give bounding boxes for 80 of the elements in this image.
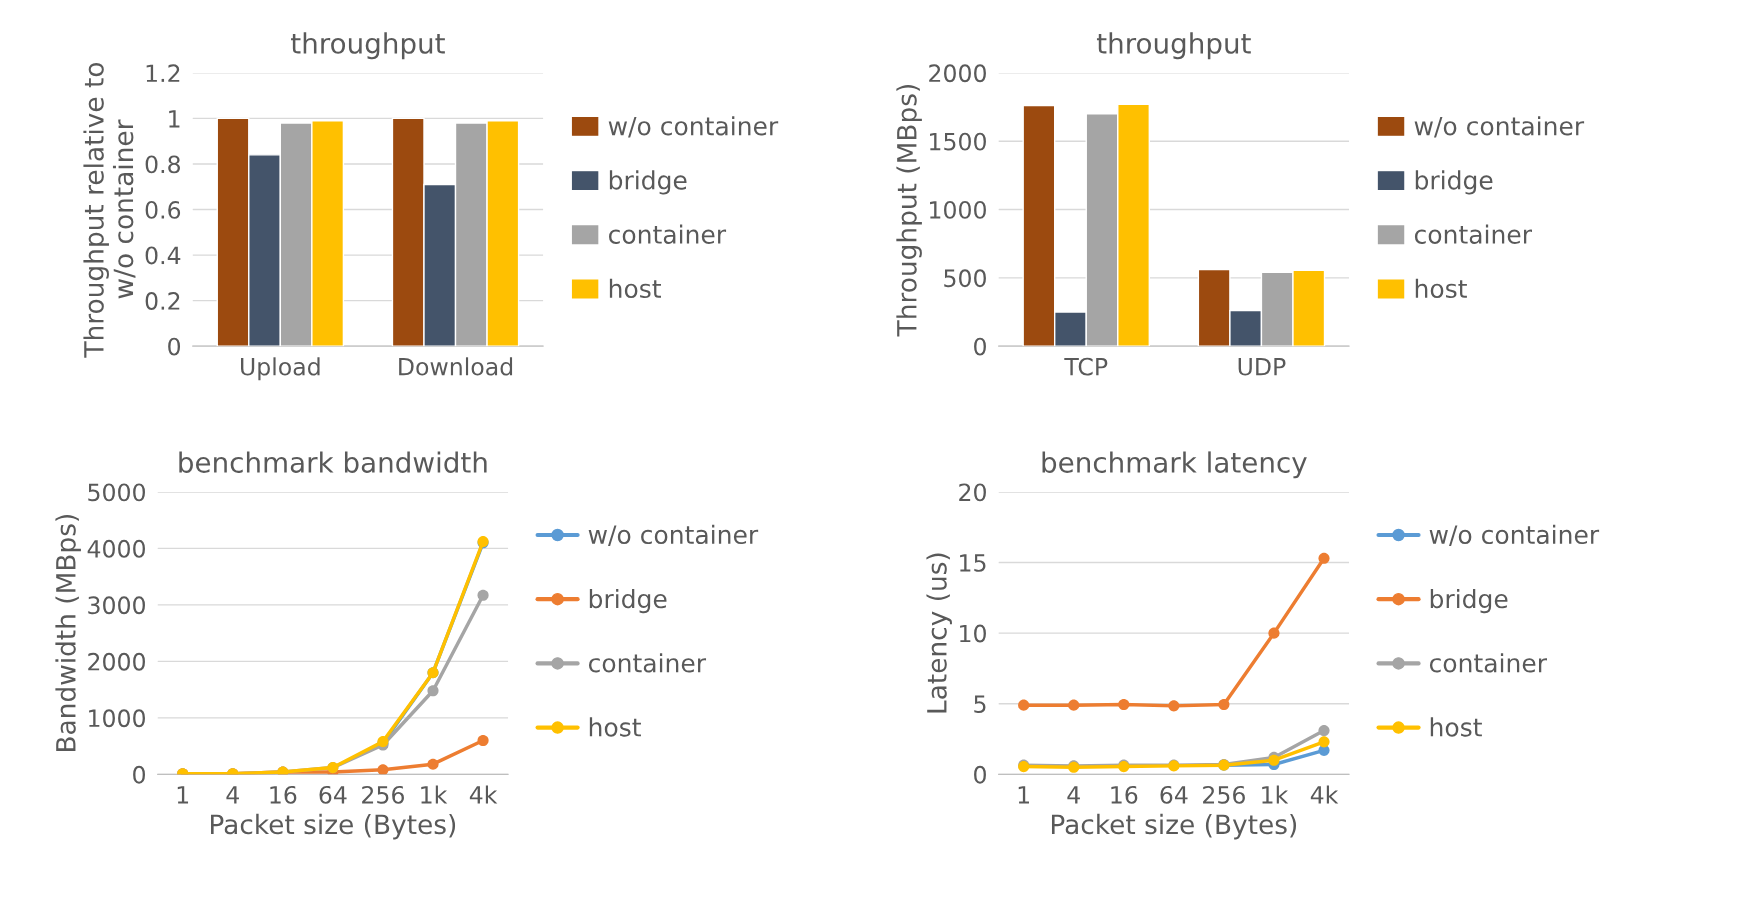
point [1168, 700, 1180, 712]
chart-title: throughput [1096, 32, 1251, 60]
y-tick-label: 1000 [930, 200, 986, 219]
x-tick-label: Download [399, 357, 513, 376]
y-axis-title: Throughput (MBps) [896, 84, 922, 337]
point [427, 758, 439, 770]
y-tick-label: 20 [959, 483, 986, 502]
x-tick-label: 256 [1203, 785, 1245, 804]
legend-label: container [1414, 224, 1532, 244]
x-tick-label: 256 [362, 785, 404, 804]
y-tick-label: 5 [974, 695, 986, 714]
chart-title: throughput [291, 32, 445, 60]
x-tick-label: 64 [1160, 785, 1188, 804]
point [1218, 698, 1230, 711]
legend-label: container [588, 653, 707, 673]
point [1318, 725, 1330, 737]
point [377, 764, 389, 775]
point [1318, 552, 1330, 564]
x-tick-label: 1k [1262, 785, 1289, 804]
point [477, 734, 489, 747]
x-tick-label: 64 [319, 785, 347, 804]
legend-label: host [1415, 278, 1467, 299]
y-tick-label: 5000 [88, 483, 145, 502]
legend-label: w/o container [608, 116, 779, 138]
y-tick-label: 15 [960, 554, 986, 572]
legend-label: bridge [1415, 170, 1493, 195]
point [1068, 699, 1080, 711]
point [1268, 627, 1280, 639]
y-tick-label: 0.8 [145, 155, 180, 174]
y-axis-title: Bandwidth (MBps) [55, 514, 81, 751]
chart-title: benchmark latency [1042, 451, 1307, 479]
point [1018, 699, 1030, 711]
y-tick-label: 0.6 [145, 200, 181, 219]
y-tick-label: 0.4 [145, 246, 181, 265]
y-tick-label: 1 [169, 110, 180, 128]
legend-label: bridge [589, 588, 667, 614]
x-tick-label: UDP [1238, 358, 1286, 376]
y-tick-label: 500 [944, 269, 986, 288]
x-tick-label: TCP [1064, 357, 1108, 376]
x-tick-label: 1k [421, 785, 448, 804]
x-axis-title: Packet size (Bytes) [211, 813, 456, 840]
legend-label: bridge [1430, 588, 1508, 614]
legend-label: host [1430, 717, 1482, 737]
y-axis-title: Latency (us) [926, 553, 952, 713]
x-tick-label: 4k [469, 785, 498, 804]
legend-label: bridge [609, 170, 687, 195]
y-tick-label: 0 [133, 765, 145, 784]
legend-label: w/o container [1429, 524, 1600, 547]
y-tick-label: 1.2 [146, 64, 180, 82]
point [427, 685, 439, 697]
legend-label: w/o container [1414, 116, 1585, 138]
legend-label: container [609, 224, 727, 244]
y-tick-label: 4000 [87, 539, 145, 558]
legend-label: container [1429, 653, 1547, 673]
y-tick-label: 1500 [930, 132, 986, 151]
legend-label: host [609, 278, 661, 299]
x-tick-label: Upload [241, 357, 320, 381]
point [477, 589, 489, 601]
legend-label: host [589, 717, 641, 737]
chart-title: benchmark bandwidth [179, 451, 487, 473]
x-tick-label: 4k [1310, 785, 1339, 804]
y-tick-label: 2000 [88, 652, 145, 671]
y-tick-label: 0 [974, 337, 986, 356]
point [1118, 698, 1130, 711]
legend-label: w/o container [588, 524, 759, 547]
x-tick-label: 16 [1111, 785, 1138, 804]
x-tick-label: 1 [1018, 786, 1029, 804]
y-tick-label: 0.2 [145, 292, 180, 310]
y-tick-label: 2000 [929, 64, 986, 83]
x-tick-label: 4 [1067, 786, 1080, 804]
x-tick-label: 16 [270, 785, 297, 804]
y-tick-label: 0 [974, 765, 986, 784]
y-tick-label: 0 [168, 337, 181, 356]
y-axis-title: Throughput relative to w/o container [83, 62, 136, 358]
x-axis-title: Packet size (Bytes) [1051, 813, 1297, 840]
y-tick-label: 1000 [89, 709, 145, 728]
x-tick-label: 4 [226, 786, 239, 804]
y-tick-label: 10 [960, 624, 986, 643]
y-tick-label: 3000 [88, 596, 145, 615]
point [1318, 736, 1330, 748]
